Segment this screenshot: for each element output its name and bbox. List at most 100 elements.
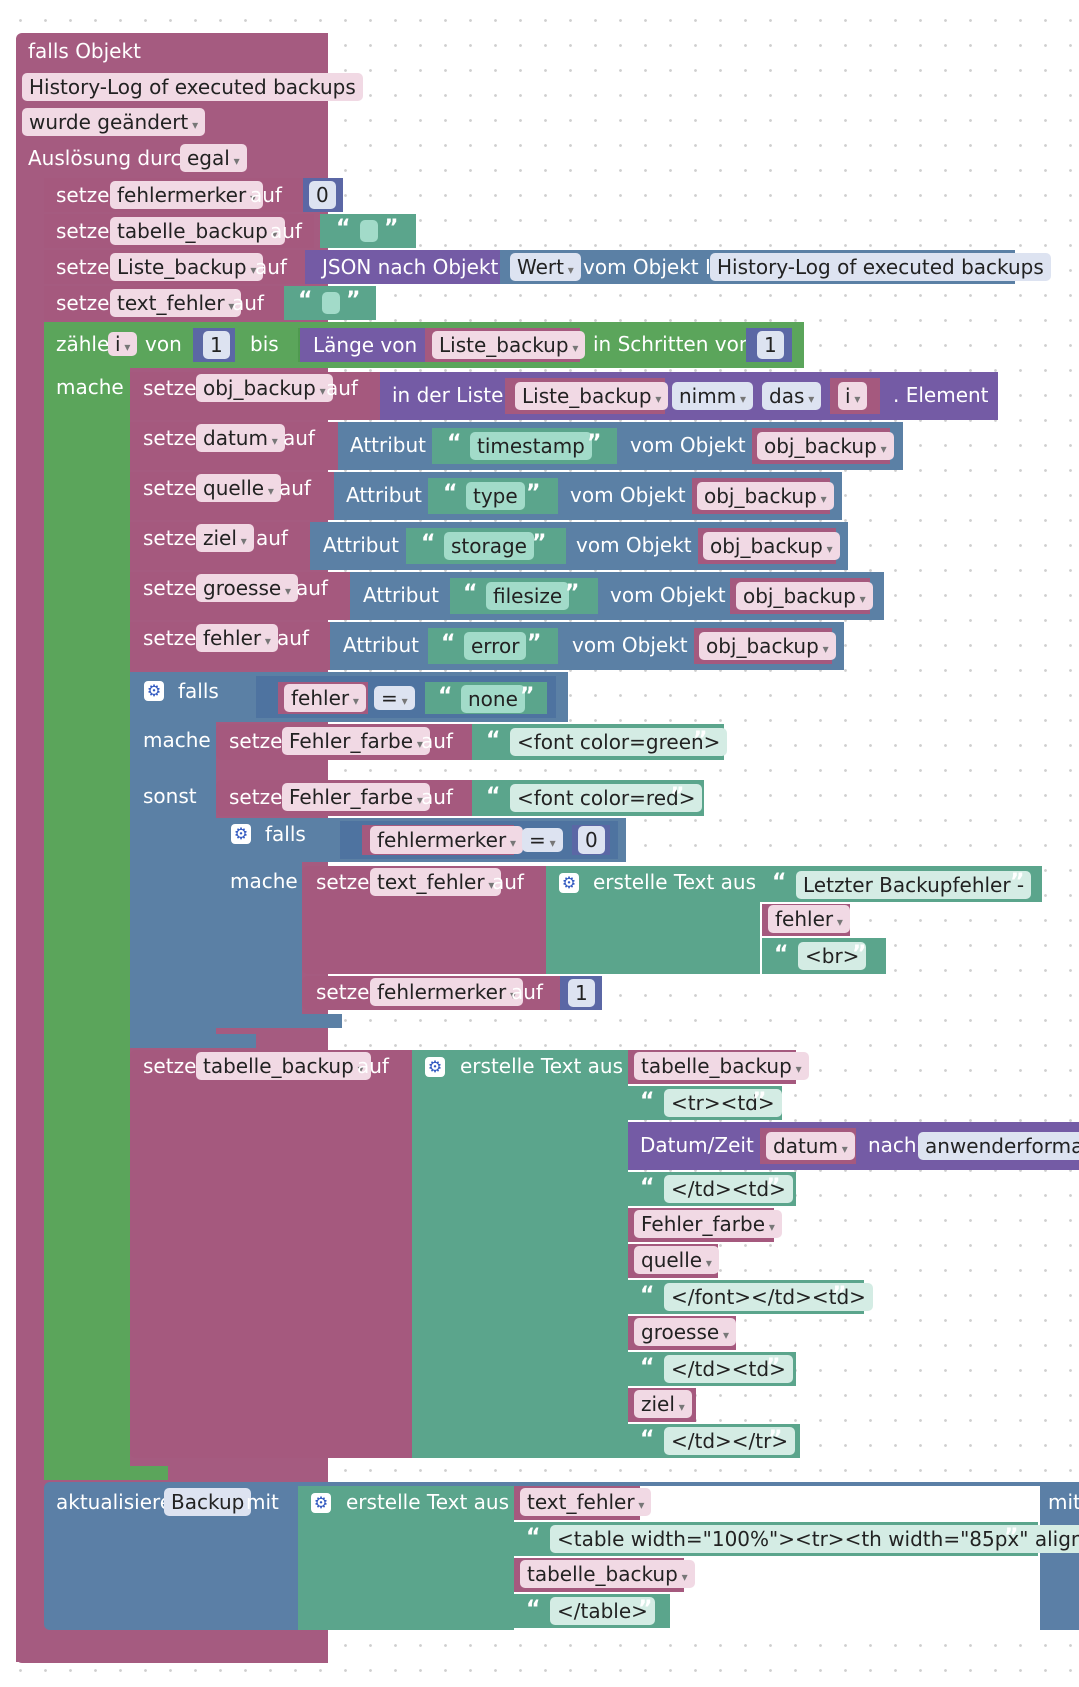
var-fehlermerker[interactable]: fehlermerker bbox=[110, 181, 264, 209]
gear-icon[interactable]: ⚙ bbox=[311, 1493, 331, 1513]
vom-objekt-label: vom Objekt bbox=[576, 533, 692, 557]
text-field[interactable]: </td></tr> bbox=[664, 1427, 796, 1455]
var-datum[interactable]: datum bbox=[196, 424, 285, 452]
var-fehler[interactable]: fehler bbox=[768, 905, 850, 933]
wert-dropdown[interactable]: Wert bbox=[510, 253, 581, 281]
text-join-block[interactable] bbox=[298, 1486, 514, 1630]
var-liste-backup[interactable]: Liste_backup bbox=[432, 331, 586, 359]
sonst-label: sonst bbox=[143, 784, 197, 808]
operator-dropdown[interactable]: = bbox=[522, 828, 563, 852]
setze-label: setze bbox=[143, 1054, 197, 1078]
element-label: . Element bbox=[893, 383, 989, 407]
var-obj-backup[interactable]: obj_backup bbox=[196, 374, 333, 402]
falls-label: falls bbox=[178, 679, 219, 703]
var-tabelle-backup[interactable]: tabelle_backup bbox=[196, 1052, 371, 1080]
nimm-dropdown[interactable]: nimm bbox=[672, 382, 754, 410]
var-tabelle-backup[interactable]: tabelle_backup bbox=[110, 217, 285, 245]
auf-label: auf bbox=[250, 183, 282, 207]
var-fehler-farbe[interactable]: Fehler_farbe bbox=[634, 1210, 782, 1238]
var-ziel[interactable]: ziel bbox=[634, 1390, 692, 1418]
quote-open-icon: “ bbox=[486, 784, 501, 809]
gear-icon[interactable]: ⚙ bbox=[559, 873, 579, 893]
var-obj-backup[interactable]: obj_backup bbox=[757, 432, 894, 460]
var-text-fehler[interactable]: text_fehler bbox=[370, 868, 502, 896]
var-fehlermerker[interactable]: fehlermerker bbox=[370, 978, 524, 1006]
quote-open-icon: “ bbox=[438, 684, 453, 709]
text-field[interactable]: filesize bbox=[486, 582, 570, 610]
quote-open-icon: “ bbox=[640, 1427, 655, 1452]
text-field[interactable]: type bbox=[466, 482, 525, 510]
number-field[interactable]: 1 bbox=[568, 979, 595, 1007]
trigger-label: Auslösung durch bbox=[28, 146, 195, 170]
set-tabelle-backup-join-block[interactable] bbox=[130, 1050, 412, 1458]
auf-label: auf bbox=[283, 426, 315, 450]
var-obj-backup[interactable]: obj_backup bbox=[703, 532, 840, 560]
text-field[interactable]: <font color=red> bbox=[510, 784, 703, 812]
text-field[interactable]: </font></td><td> bbox=[664, 1283, 873, 1311]
var-text-fehler[interactable]: text_fehler bbox=[110, 289, 242, 317]
gear-icon[interactable]: ⚙ bbox=[144, 681, 164, 701]
text-field[interactable]: <br> bbox=[798, 942, 867, 970]
setze-label: setze bbox=[143, 626, 197, 650]
var-quelle[interactable]: quelle bbox=[196, 474, 281, 502]
var-quelle[interactable]: quelle bbox=[634, 1246, 719, 1274]
text-field[interactable]: <font color=green> bbox=[510, 728, 728, 756]
text-field[interactable]: </td><td> bbox=[664, 1355, 793, 1383]
operator-dropdown[interactable]: = bbox=[374, 686, 415, 710]
trigger-dropdown[interactable]: egal bbox=[180, 144, 247, 172]
setze-label: setze bbox=[143, 476, 197, 500]
nach-label: nach bbox=[868, 1133, 917, 1157]
var-liste-backup[interactable]: Liste_backup bbox=[110, 253, 264, 281]
erstelle-text-label: erstelle Text aus bbox=[346, 1490, 510, 1514]
number-step[interactable]: 1 bbox=[757, 331, 784, 359]
quote-close-icon: ” bbox=[852, 942, 867, 967]
number-field[interactable]: 0 bbox=[578, 826, 605, 854]
var-tabelle-backup[interactable]: tabelle_backup bbox=[634, 1052, 809, 1080]
var-groesse[interactable]: groesse bbox=[634, 1318, 737, 1346]
var-fehlermerker[interactable]: fehlermerker bbox=[370, 826, 524, 854]
var-ziel[interactable]: ziel bbox=[196, 524, 254, 552]
text-field[interactable]: </td><td> bbox=[664, 1175, 793, 1203]
object-id-field[interactable]: History-Log of executed backups bbox=[710, 253, 1051, 281]
das-dropdown[interactable]: das bbox=[762, 382, 822, 410]
text-field-empty[interactable] bbox=[322, 292, 340, 314]
var-obj-backup[interactable]: obj_backup bbox=[697, 482, 834, 510]
text-field[interactable]: </table> bbox=[550, 1597, 655, 1625]
var-fehler[interactable]: fehler bbox=[284, 684, 366, 712]
var-datum[interactable]: datum bbox=[766, 1132, 855, 1160]
text-field-empty[interactable] bbox=[360, 220, 378, 242]
var-text-fehler[interactable]: text_fehler bbox=[520, 1488, 652, 1516]
condition-dropdown[interactable]: wurde geändert bbox=[22, 108, 206, 136]
var-obj-backup[interactable]: obj_backup bbox=[736, 582, 873, 610]
number-field[interactable]: 0 bbox=[309, 181, 336, 209]
var-groesse[interactable]: groesse bbox=[196, 574, 299, 602]
var-liste-backup[interactable]: Liste_backup bbox=[515, 382, 669, 410]
attribut-label: Attribut bbox=[343, 633, 420, 657]
text-join-block[interactable] bbox=[412, 1050, 628, 1458]
number-from[interactable]: 1 bbox=[203, 331, 230, 359]
text-field[interactable]: <table width="100%"><tr><th width="85px"… bbox=[550, 1525, 1079, 1553]
var-obj-backup[interactable]: obj_backup bbox=[699, 632, 836, 660]
text-field[interactable]: timestamp bbox=[470, 432, 592, 460]
vom-objekt-label: vom Objekt bbox=[570, 483, 686, 507]
var-i[interactable]: i bbox=[838, 382, 868, 410]
loop-var-i[interactable]: i bbox=[108, 332, 138, 356]
format-field[interactable]: anwenderformatie bbox=[918, 1132, 1079, 1160]
var-fehler-farbe[interactable]: Fehler_farbe bbox=[282, 783, 430, 811]
text-field[interactable]: none bbox=[461, 685, 525, 713]
text-field[interactable]: Letzter Backupfehler - bbox=[796, 871, 1032, 899]
text-field[interactable]: error bbox=[464, 632, 527, 660]
text-join-block[interactable] bbox=[546, 866, 760, 974]
gear-icon[interactable]: ⚙ bbox=[231, 824, 251, 844]
gear-icon[interactable]: ⚙ bbox=[425, 1057, 445, 1077]
var-tabelle-backup[interactable]: tabelle_backup bbox=[520, 1560, 695, 1588]
state-backup-field[interactable]: Backup bbox=[164, 1488, 252, 1516]
vom-objekt-id-label: vom Objekt ID bbox=[583, 255, 727, 279]
var-fehler[interactable]: fehler bbox=[196, 624, 278, 652]
text-field[interactable]: <tr><td> bbox=[664, 1089, 782, 1117]
json-nach-objekt-block[interactable] bbox=[305, 250, 505, 284]
var-fehler-farbe[interactable]: Fehler_farbe bbox=[282, 727, 430, 755]
in-der-liste-label: in der Liste bbox=[392, 383, 504, 407]
object-name-field[interactable]: History-Log of executed backups bbox=[22, 73, 363, 101]
text-field[interactable]: storage bbox=[444, 532, 534, 560]
